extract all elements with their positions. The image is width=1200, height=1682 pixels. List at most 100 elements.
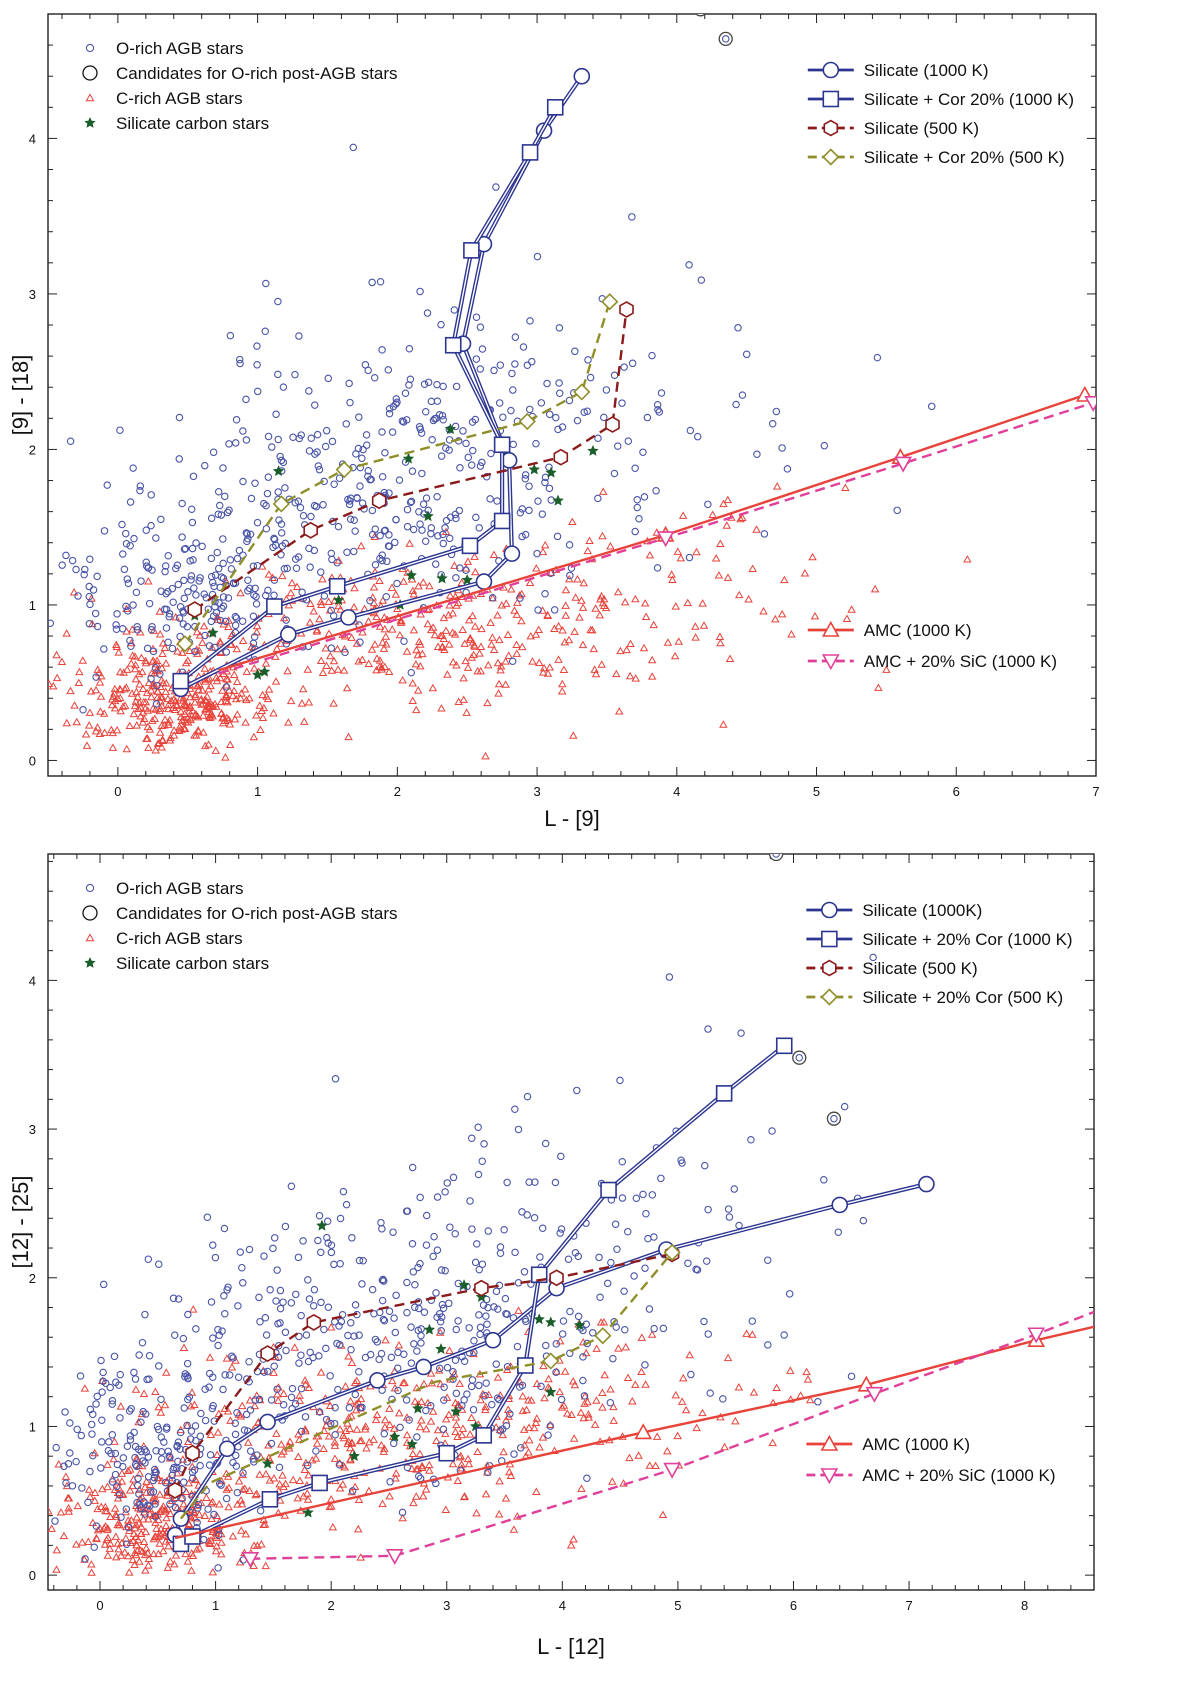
o-rich-agb-point xyxy=(267,1439,276,1448)
model-marker-diamond xyxy=(573,383,591,401)
o-rich-agb-point xyxy=(378,428,386,436)
c-rich-agb-point xyxy=(544,1374,553,1383)
c-rich-agb-point xyxy=(131,1385,141,1393)
o-rich-agb-point xyxy=(209,1241,217,1249)
o-rich-agb-point xyxy=(184,1310,192,1319)
c-rich-agb-point xyxy=(424,604,434,613)
c-rich-agb-point xyxy=(486,618,495,626)
o-rich-agb-point xyxy=(557,1395,566,1404)
c-rich-agb-point xyxy=(341,1382,350,1390)
o-rich-agb-point xyxy=(122,1540,131,1549)
c-rich-agb-point xyxy=(639,643,649,652)
c-rich-agb-point xyxy=(334,601,343,610)
o-rich-agb-point xyxy=(276,452,284,461)
o-rich-agb-point xyxy=(525,506,533,515)
model-marker-square xyxy=(493,512,511,530)
model-marker-square xyxy=(444,336,462,354)
c-rich-agb-point xyxy=(525,578,535,587)
c-rich-agb-point xyxy=(109,1454,118,1463)
x-tick-label: 0 xyxy=(114,784,121,799)
o-rich-agb-point xyxy=(378,473,387,481)
c-rich-agb-point xyxy=(235,1557,245,1566)
c-rich-agb-point xyxy=(458,1424,468,1432)
c-rich-agb-point xyxy=(786,1366,795,1374)
o-rich-agb-point xyxy=(451,1230,459,1238)
c-rich-agb-point xyxy=(678,1373,688,1382)
c-rich-agb-point xyxy=(304,698,314,706)
c-rich-agb-point xyxy=(163,694,173,703)
o-rich-agb-point xyxy=(108,1400,116,1408)
o-rich-agb-point xyxy=(224,594,233,602)
c-rich-agb-point xyxy=(725,654,735,662)
model-line-inner xyxy=(180,75,583,690)
o-rich-agb-point xyxy=(219,535,227,543)
c-rich-agb-point xyxy=(164,1541,173,1550)
c-rich-agb-point xyxy=(496,662,506,670)
o-rich-agb-point xyxy=(416,520,424,528)
c-rich-agb-point xyxy=(103,1533,113,1542)
c-rich-agb-point xyxy=(218,713,227,722)
o-rich-agb-point xyxy=(279,1400,288,1409)
o-rich-agb-point xyxy=(410,1340,418,1348)
o-rich-agb-point xyxy=(354,444,363,453)
c-rich-agb-point xyxy=(149,1534,159,1543)
o-rich-agb-point xyxy=(628,213,636,221)
o-rich-agb-point xyxy=(430,1232,438,1241)
model-marker-circle xyxy=(369,1372,386,1389)
o-rich-agb-point xyxy=(753,450,761,458)
c-rich-agb-point xyxy=(375,576,384,585)
model-line-inner xyxy=(180,106,556,682)
c-rich-agb-point xyxy=(112,642,122,651)
c-rich-agb-point xyxy=(91,685,101,694)
model-marker-hexagon xyxy=(303,521,319,539)
o-rich-agb-point xyxy=(141,1459,149,1467)
o-rich-agb-point xyxy=(89,586,98,594)
o-rich-agb-point xyxy=(198,542,206,551)
c-rich-agb-point xyxy=(135,1485,144,1493)
c-rich-agb-point xyxy=(186,715,195,724)
silicate-carbon-star-point xyxy=(405,569,418,581)
o-rich-agb-point xyxy=(408,1163,417,1172)
o-rich-agb-point xyxy=(144,1453,153,1461)
o-rich-agb-point xyxy=(222,1494,231,1503)
c-rich-agb-point xyxy=(469,1349,478,1358)
c-rich-agb-point xyxy=(161,1505,170,1513)
c-rich-agb-point xyxy=(316,656,326,664)
model-marker-triangle xyxy=(634,1423,653,1440)
o-rich-agb-point xyxy=(79,705,87,714)
c-rich-agb-point xyxy=(279,613,289,622)
c-rich-agb-point xyxy=(273,1390,282,1398)
c-rich-agb-point xyxy=(417,1463,427,1472)
o-rich-agb-point xyxy=(701,1161,709,1170)
c-rich-agb-point xyxy=(426,625,436,634)
o-rich-agb-point xyxy=(616,1076,624,1085)
o-rich-agb-point xyxy=(80,570,88,579)
o-rich-agb-point xyxy=(441,1267,449,1275)
o-rich-agb-point xyxy=(538,510,547,518)
o-rich-agb-point xyxy=(214,487,223,496)
c-rich-agb-point xyxy=(228,1532,238,1540)
o-rich-agb-point xyxy=(310,1285,319,1294)
o-rich-agb-point xyxy=(162,562,170,570)
o-rich-agb-point xyxy=(355,413,363,421)
model-marker-diamond xyxy=(601,293,619,311)
c-rich-agb-point xyxy=(264,685,274,693)
o-rich-agb-point xyxy=(413,1433,421,1441)
o-rich-agb-point xyxy=(131,1460,140,1469)
o-rich-agb-point xyxy=(321,442,330,451)
c-rich-agb-point xyxy=(430,630,440,639)
c-rich-agb-point xyxy=(495,1476,504,1485)
o-rich-agb-point xyxy=(927,402,936,411)
c-rich-agb-point xyxy=(273,1396,283,1404)
o-rich-agb-point xyxy=(307,512,315,521)
o-rich-agb-point xyxy=(246,1406,255,1414)
c-rich-agb-point xyxy=(177,1493,187,1502)
o-rich-agb-point xyxy=(81,565,89,574)
c-rich-agb-point xyxy=(372,612,381,621)
c-rich-agb-point xyxy=(465,1430,475,1438)
c-rich-agb-point xyxy=(152,1524,161,1532)
c-rich-agb-point xyxy=(319,1444,328,1453)
o-rich-agb-point xyxy=(168,1471,176,1479)
c-rich-agb-point xyxy=(140,1482,150,1491)
o-rich-agb-point xyxy=(229,1354,237,1362)
